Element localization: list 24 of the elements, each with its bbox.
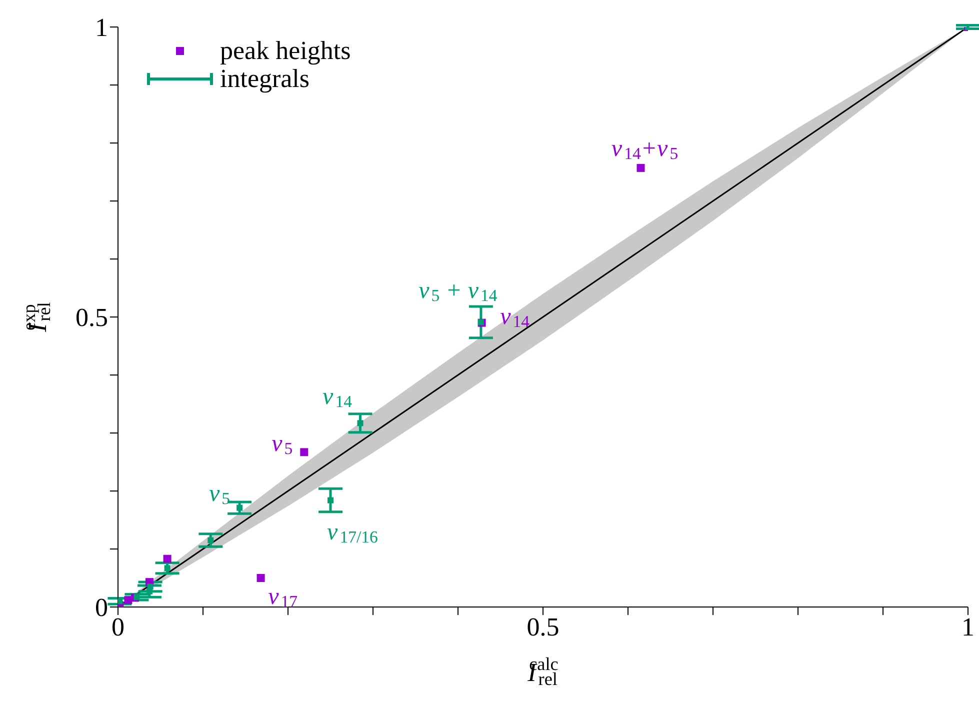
annotation: ν$_{17/16}$ bbox=[327, 518, 378, 546]
point bbox=[256, 574, 265, 582]
annotation: ν$_{14}$ bbox=[322, 384, 353, 412]
point bbox=[357, 420, 364, 426]
annotation: ν$_{17}$ bbox=[268, 584, 298, 611]
point bbox=[164, 565, 170, 572]
point bbox=[636, 164, 645, 172]
annotation: ν$_{14}$ bbox=[500, 303, 530, 331]
y-tick-label: 0.5 bbox=[76, 303, 108, 332]
x-tick-label: 1 bbox=[962, 612, 974, 642]
point bbox=[163, 554, 172, 563]
y-tick-label: 0 bbox=[95, 593, 108, 622]
point bbox=[236, 504, 243, 511]
y-tick-label: 1 bbox=[95, 13, 108, 42]
annotation: ν$_{14}$+ν$_{5}$ bbox=[611, 135, 678, 163]
annotation: ν$_{5}$ bbox=[272, 430, 293, 458]
point bbox=[124, 596, 132, 604]
point bbox=[208, 537, 214, 544]
legend-label: integrals bbox=[220, 64, 310, 93]
x-tick-label: 0.5 bbox=[526, 612, 560, 642]
point bbox=[328, 497, 334, 504]
point bbox=[300, 448, 308, 456]
legend-label: peak heights bbox=[220, 36, 351, 65]
annotation: ν$_{5}$ + ν$_{14}$ bbox=[418, 278, 498, 306]
